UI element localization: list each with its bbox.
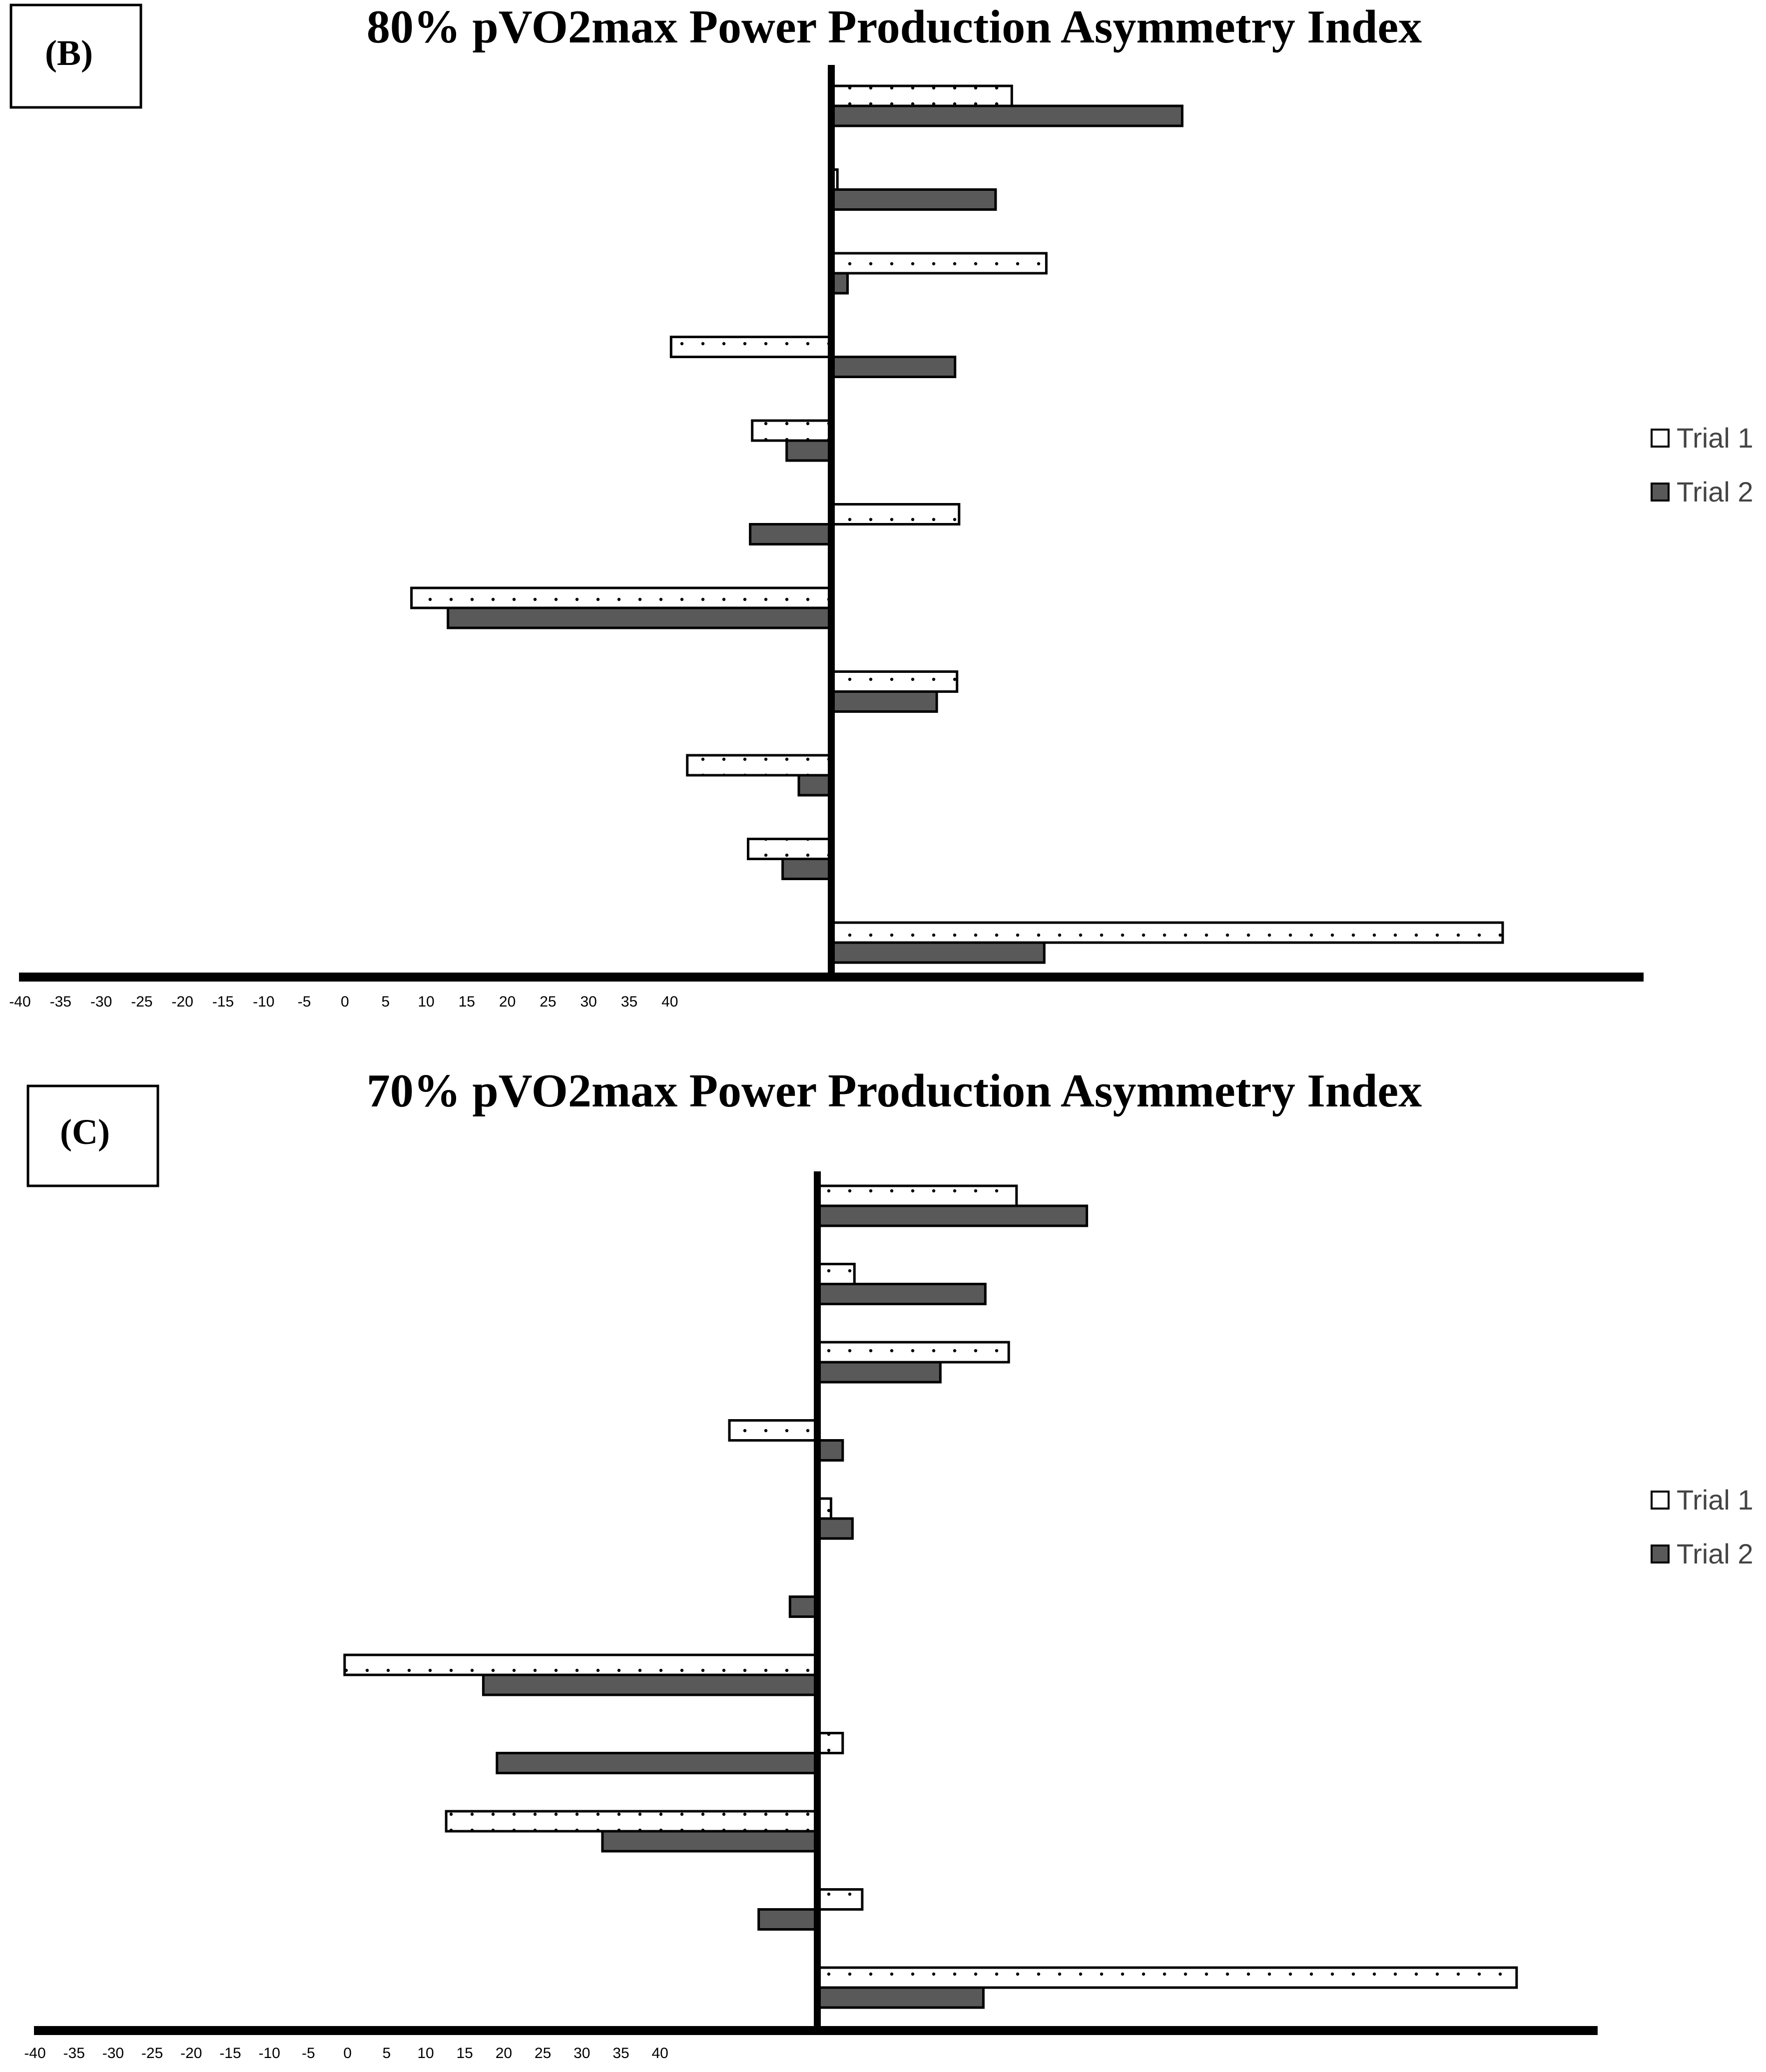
x-tick-label: -20 xyxy=(172,994,193,1010)
chart-panel-c: (C) 70% pVO2max Power Production Asymmet… xyxy=(24,1065,1753,2062)
bar-trial-1-row-4 xyxy=(728,1419,819,1442)
bar-trial-1-row-1 xyxy=(816,1184,1018,1207)
bar-trial-2-row-11 xyxy=(830,941,1046,964)
chart-title: 70% pVO2max Power Production Asymmetry I… xyxy=(367,1065,1422,1117)
panel-label: (B) xyxy=(45,33,93,73)
legend-item-trial-2: Trial 2 xyxy=(1651,476,1754,508)
x-tick-label: -15 xyxy=(212,994,234,1010)
bar-trial-1-row-3 xyxy=(816,1341,1010,1364)
x-tick-label: -25 xyxy=(141,2045,163,2062)
x-tick-label: -20 xyxy=(180,2045,202,2062)
x-tick-label: 15 xyxy=(459,994,475,1010)
legend-item-trial-2: Trial 2 xyxy=(1651,1538,1754,1569)
x-tick-label: 15 xyxy=(457,2045,473,2062)
legend-swatch-trial-2 xyxy=(1651,483,1670,502)
x-tick-label: 5 xyxy=(381,994,390,1010)
x-tick-label: -15 xyxy=(219,2045,241,2062)
x-tick-label: 30 xyxy=(574,2045,590,2062)
legend-label-trial-2: Trial 2 xyxy=(1677,1538,1754,1569)
legend-label-trial-1: Trial 1 xyxy=(1677,1484,1754,1516)
x-tick-label: 30 xyxy=(581,994,597,1010)
legend: Trial 1 Trial 2 xyxy=(1651,1484,1754,1569)
bar-trial-2-row-4 xyxy=(830,356,957,378)
bar-trial-2-row-8 xyxy=(496,1752,819,1774)
x-tick-label: 40 xyxy=(652,2045,668,2062)
bar-trial-1-row-4 xyxy=(669,336,833,358)
bar-trial-2-row-11 xyxy=(816,1986,985,2009)
legend-swatch-trial-1 xyxy=(1651,1491,1670,1510)
x-tick-label: -30 xyxy=(102,2045,124,2062)
x-tick-label: 35 xyxy=(621,994,637,1010)
bar-trial-2-row-9 xyxy=(601,1830,819,1853)
legend-item-trial-1: Trial 1 xyxy=(1651,1484,1754,1516)
bar-trial-2-row-6 xyxy=(749,523,833,545)
bar-trial-1-row-11 xyxy=(830,921,1504,944)
x-tick-label: -40 xyxy=(24,2045,45,2062)
bar-trial-2-row-9 xyxy=(797,774,833,797)
bar-trial-1-row-9 xyxy=(686,754,833,777)
chart-title: 80% pVO2max Power Production Asymmetry I… xyxy=(367,1,1422,53)
bar-trial-1-row-10 xyxy=(816,1888,864,1911)
bar-trial-2-row-5 xyxy=(785,439,833,462)
bar-trial-2-row-2 xyxy=(830,188,997,211)
x-tick-label: -5 xyxy=(298,994,311,1010)
legend-label-trial-1: Trial 1 xyxy=(1677,422,1754,454)
x-tick-label: 35 xyxy=(612,2045,629,2062)
x-tick-label: -30 xyxy=(90,994,112,1010)
panel-label-box xyxy=(26,1084,159,1187)
bar-trial-2-row-2 xyxy=(816,1283,987,1305)
x-tick-label: 25 xyxy=(535,2045,551,2062)
chart-panel-b: (B) 80% pVO2max Power Production Asymmet… xyxy=(9,1,1753,1010)
legend-swatch-trial-2 xyxy=(1651,1545,1670,1563)
bar-trial-1-row-1 xyxy=(830,84,1013,107)
x-tick-label: -25 xyxy=(131,994,152,1010)
x-tick-label: 0 xyxy=(341,994,349,1010)
x-tick-label: 10 xyxy=(418,994,434,1010)
legend-label-trial-2: Trial 2 xyxy=(1677,476,1754,508)
bar-trial-2-row-3 xyxy=(816,1361,942,1384)
bar-trial-2-row-10 xyxy=(757,1908,819,1931)
x-tick-label: 10 xyxy=(417,2045,434,2062)
bar-trial-1-row-9 xyxy=(445,1810,819,1833)
x-tick-label: 20 xyxy=(499,994,516,1010)
bar-trial-2-row-4 xyxy=(816,1439,844,1462)
bar-trial-1-row-3 xyxy=(830,252,1048,275)
bar-trial-1-row-10 xyxy=(747,838,833,860)
x-tick-label: -35 xyxy=(50,994,71,1010)
x-tick-label: 0 xyxy=(343,2045,352,2062)
panel-label-box xyxy=(9,3,142,109)
x-tick-label: -35 xyxy=(63,2045,85,2062)
bar-trial-2-row-7 xyxy=(447,606,833,629)
x-tick-label: -5 xyxy=(302,2045,315,2062)
bar-trial-2-row-1 xyxy=(816,1204,1089,1227)
x-tick-label: 20 xyxy=(496,2045,512,2062)
bar-trial-1-row-8 xyxy=(830,670,959,693)
bar-trial-2-row-6 xyxy=(788,1595,819,1618)
legend-item-trial-1: Trial 1 xyxy=(1651,422,1754,454)
x-tick-label: -40 xyxy=(9,994,30,1010)
bar-trial-2-row-5 xyxy=(816,1517,854,1540)
bar-trial-1-row-7 xyxy=(410,586,833,609)
legend-swatch-trial-1 xyxy=(1651,429,1670,448)
x-tick-label: 5 xyxy=(382,2045,391,2062)
bar-trial-1-row-6 xyxy=(830,503,961,525)
x-tick-label: 40 xyxy=(661,994,678,1010)
bar-trial-1-row-5 xyxy=(751,419,833,442)
bar-trial-1-row-11 xyxy=(816,1966,1518,1989)
bar-trial-2-row-8 xyxy=(830,690,938,713)
x-tick-label: -10 xyxy=(259,2045,280,2062)
panel-label: (C) xyxy=(60,1112,110,1152)
bar-trial-1-row-7 xyxy=(343,1653,819,1676)
bar-trial-2-row-7 xyxy=(482,1673,819,1696)
bar-trial-1-row-8 xyxy=(816,1732,844,1754)
x-tick-label: -10 xyxy=(253,994,274,1010)
x-tick-label: 25 xyxy=(540,994,556,1010)
legend: Trial 1 Trial 2 xyxy=(1651,422,1754,508)
bar-trial-1-row-2 xyxy=(816,1263,856,1285)
bar-trial-2-row-1 xyxy=(830,104,1183,127)
bar-trial-2-row-10 xyxy=(781,858,833,880)
